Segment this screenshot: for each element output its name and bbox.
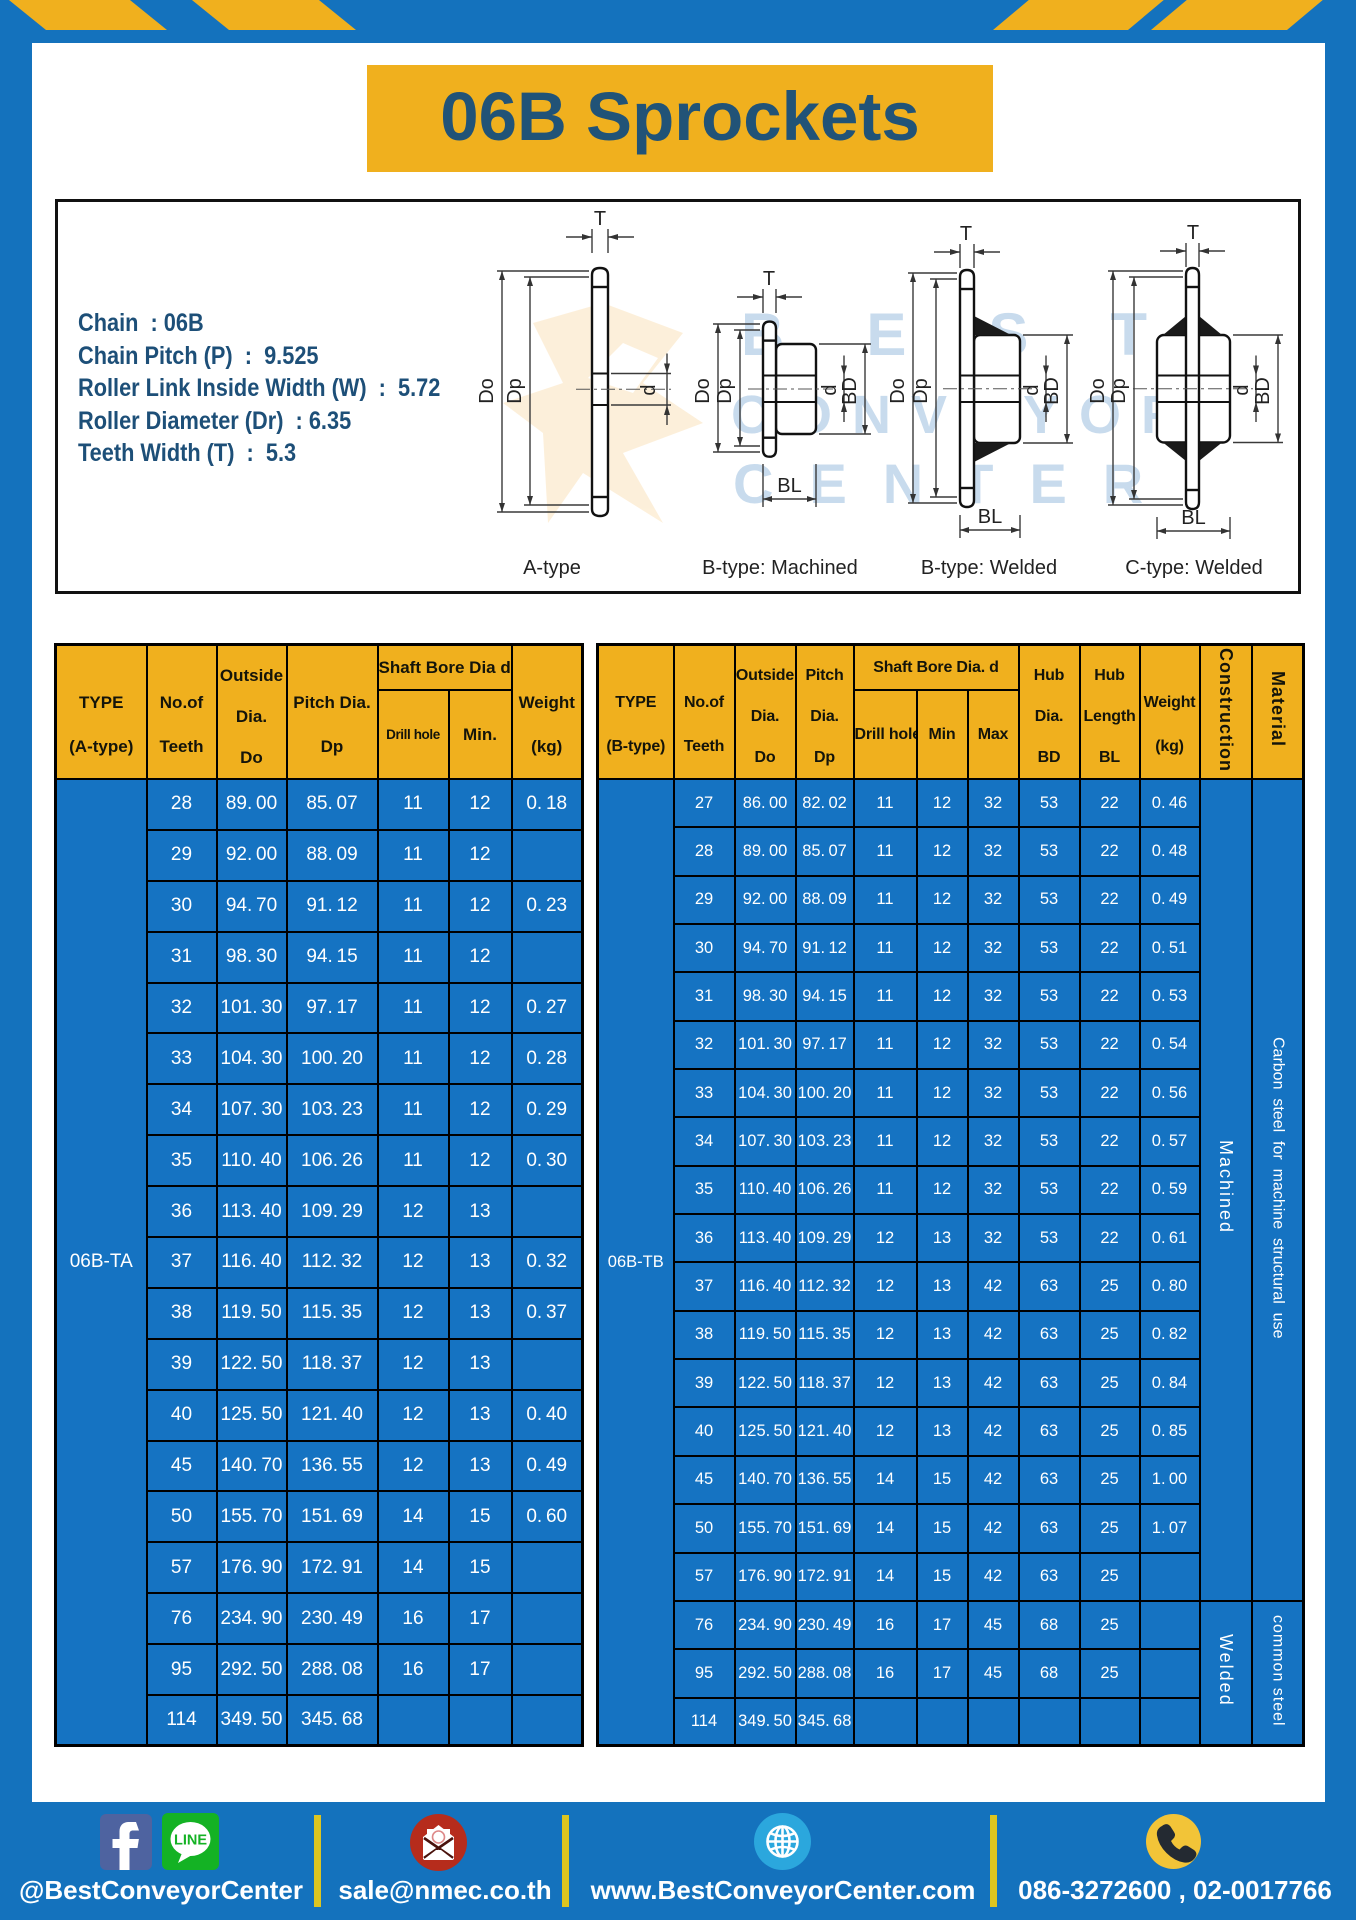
svg-text:BL: BL bbox=[777, 475, 801, 497]
svg-text:Do: Do bbox=[1087, 378, 1109, 404]
svg-text:C-type: Welded: C-type: Welded bbox=[1125, 557, 1262, 579]
svg-text:d: d bbox=[1021, 384, 1043, 395]
svg-text:B-type: Machined: B-type: Machined bbox=[702, 557, 858, 579]
svg-text:BL: BL bbox=[1181, 507, 1205, 529]
svg-text:BD: BD bbox=[1252, 377, 1274, 405]
svg-text:d: d bbox=[1231, 384, 1253, 395]
svg-text:Dp: Dp bbox=[714, 378, 736, 404]
svg-text:Do: Do bbox=[887, 378, 909, 404]
svg-text:Dp: Dp bbox=[504, 378, 526, 404]
svg-text:A-type: A-type bbox=[523, 557, 581, 579]
svg-text:d: d bbox=[819, 384, 841, 395]
svg-text:Dp: Dp bbox=[910, 378, 932, 404]
svg-text:Do: Do bbox=[692, 378, 714, 404]
svg-text:BL: BL bbox=[978, 506, 1002, 528]
svg-text:Dp: Dp bbox=[1108, 378, 1130, 404]
svg-text:BD: BD bbox=[1041, 377, 1063, 405]
svg-text:T: T bbox=[1187, 222, 1199, 244]
svg-text:LINE: LINE bbox=[174, 1833, 207, 1849]
svg-text:T: T bbox=[763, 268, 775, 290]
svg-text:B-type: Welded: B-type: Welded bbox=[921, 557, 1057, 579]
svg-text:d: d bbox=[638, 384, 660, 395]
svg-text:CENTER: CENTER bbox=[733, 452, 1179, 515]
svg-text:BD: BD bbox=[839, 377, 861, 405]
svg-text:T: T bbox=[594, 208, 606, 230]
svg-text:Do: Do bbox=[476, 378, 498, 404]
svg-text:T: T bbox=[960, 223, 972, 245]
